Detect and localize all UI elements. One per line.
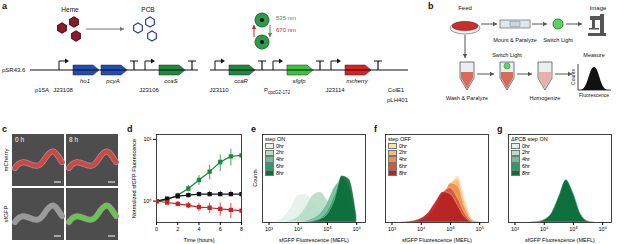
svg-text:Heme: Heme [61,6,79,13]
html-text:2hr: 2hr [522,149,530,156]
svg-text:670 nm: 670 nm [276,27,296,33]
svg-text:J23108: J23108 [53,87,73,93]
svg-text:e: e [251,124,256,134]
svg-text:Measure: Measure [583,52,604,58]
html-text:8hr: 8hr [399,169,407,176]
svg-text:mCherry: mCherry [3,148,9,171]
html-text:0hr: 0hr [276,142,284,149]
svg-text:10⁵: 10⁵ [323,226,331,232]
html-text:4hr: 4hr [399,156,407,163]
html-text:4hr: 4hr [522,156,530,163]
svg-text:sfgfp: sfgfp [292,78,306,84]
svg-text:2: 2 [176,226,179,232]
svg-text:g: g [497,124,503,134]
svg-text:sfGFP Fluorescence (MEFL): sfGFP Fluorescence (MEFL) [279,237,349,243]
svg-text:a: a [2,1,8,11]
html-text:4hr: 4hr [276,156,284,163]
html-text:8hr: 8hr [276,169,284,176]
svg-text:Counts: Counts [252,169,258,187]
html-text:2hr: 2hr [399,149,407,156]
svg-text:10⁴: 10⁴ [417,226,426,232]
svg-text:10⁵: 10⁵ [446,226,454,232]
svg-text:10⁶: 10⁶ [476,226,484,232]
svg-text:J23110: J23110 [209,87,229,93]
svg-text:pLH401: pLH401 [387,97,409,103]
svg-text:Mount & Paralyze: Mount & Paralyze [493,37,536,43]
svg-text:ccaS: ccaS [164,78,177,84]
html-text:6hr: 6hr [399,162,407,169]
svg-text:10³: 10³ [511,226,519,232]
html-text:2hr: 2hr [276,149,284,156]
svg-text:10⁶: 10⁶ [353,226,361,232]
svg-text:ColE1: ColE1 [388,87,405,93]
svg-text:10³: 10³ [388,226,396,232]
svg-text:10⁶: 10⁶ [599,226,607,232]
html-text:step OFF: step OFF [388,136,411,142]
svg-text:Normalized sfGFP Fluorescence: Normalized sfGFP Fluorescence [131,139,137,218]
svg-text:sfGFP Fluorescence (MEFL): sfGFP Fluorescence (MEFL) [402,237,472,243]
svg-text:PCB: PCB [141,6,154,13]
svg-text:8: 8 [240,226,243,232]
html-text:0hr: 0hr [522,142,530,149]
svg-text:J23114: J23114 [325,87,345,93]
html-text:step ON: step ON [265,136,286,142]
svg-text:sfGFP Fluorescence (MEFL): sfGFP Fluorescence (MEFL) [525,237,595,243]
svg-text:J23106: J23106 [139,87,159,93]
svg-text:Feed: Feed [458,5,472,11]
svg-text:PcpcG2-172: PcpcG2-172 [264,87,291,95]
svg-text:f: f [374,124,378,134]
svg-text:10⁵: 10⁵ [569,226,577,232]
svg-text:Time (hours): Time (hours) [184,237,215,243]
svg-text:10¹: 10¹ [144,136,152,142]
svg-text:8 h: 8 h [69,136,78,143]
svg-text:0 h: 0 h [15,136,24,143]
svg-text:0: 0 [155,226,158,232]
svg-text:535 nm: 535 nm [276,15,296,21]
svg-text:4: 4 [197,226,200,232]
svg-text:10³: 10³ [265,226,273,232]
svg-text:10⁰: 10⁰ [143,198,152,204]
svg-text:p15A: p15A [35,87,49,93]
svg-text:pcyA: pcyA [105,78,119,84]
svg-text:pSR43.6: pSR43.6 [2,67,26,73]
html-text:0hr: 0hr [399,142,407,149]
svg-text:d: d [127,124,133,134]
svg-text:c: c [2,124,7,134]
html-text:ΔPCB step ON: ΔPCB step ON [511,136,548,142]
svg-text:ho1: ho1 [80,78,90,84]
html-text:6hr: 6hr [276,162,284,169]
svg-text:Image: Image [590,5,607,11]
svg-text:Fluorescence: Fluorescence [579,92,609,98]
svg-text:sfGFP: sfGFP [3,205,9,222]
svg-text:6: 6 [219,226,222,232]
svg-text:Homogenize: Homogenize [530,95,561,101]
svg-text:mcherry: mcherry [346,78,369,84]
svg-text:10⁴: 10⁴ [294,226,303,232]
svg-text:Switch Light: Switch Light [543,37,573,43]
html-text:8hr: 8hr [522,169,530,176]
svg-text:Switch Light: Switch Light [492,52,522,58]
svg-text:Counts: Counts [570,69,576,85]
svg-text:Wash & Paralyze: Wash & Paralyze [446,95,488,101]
svg-text:ccaR: ccaR [234,78,248,84]
svg-text:b: b [428,1,434,11]
html-text:6hr: 6hr [522,162,530,169]
svg-text:10⁴: 10⁴ [540,226,549,232]
